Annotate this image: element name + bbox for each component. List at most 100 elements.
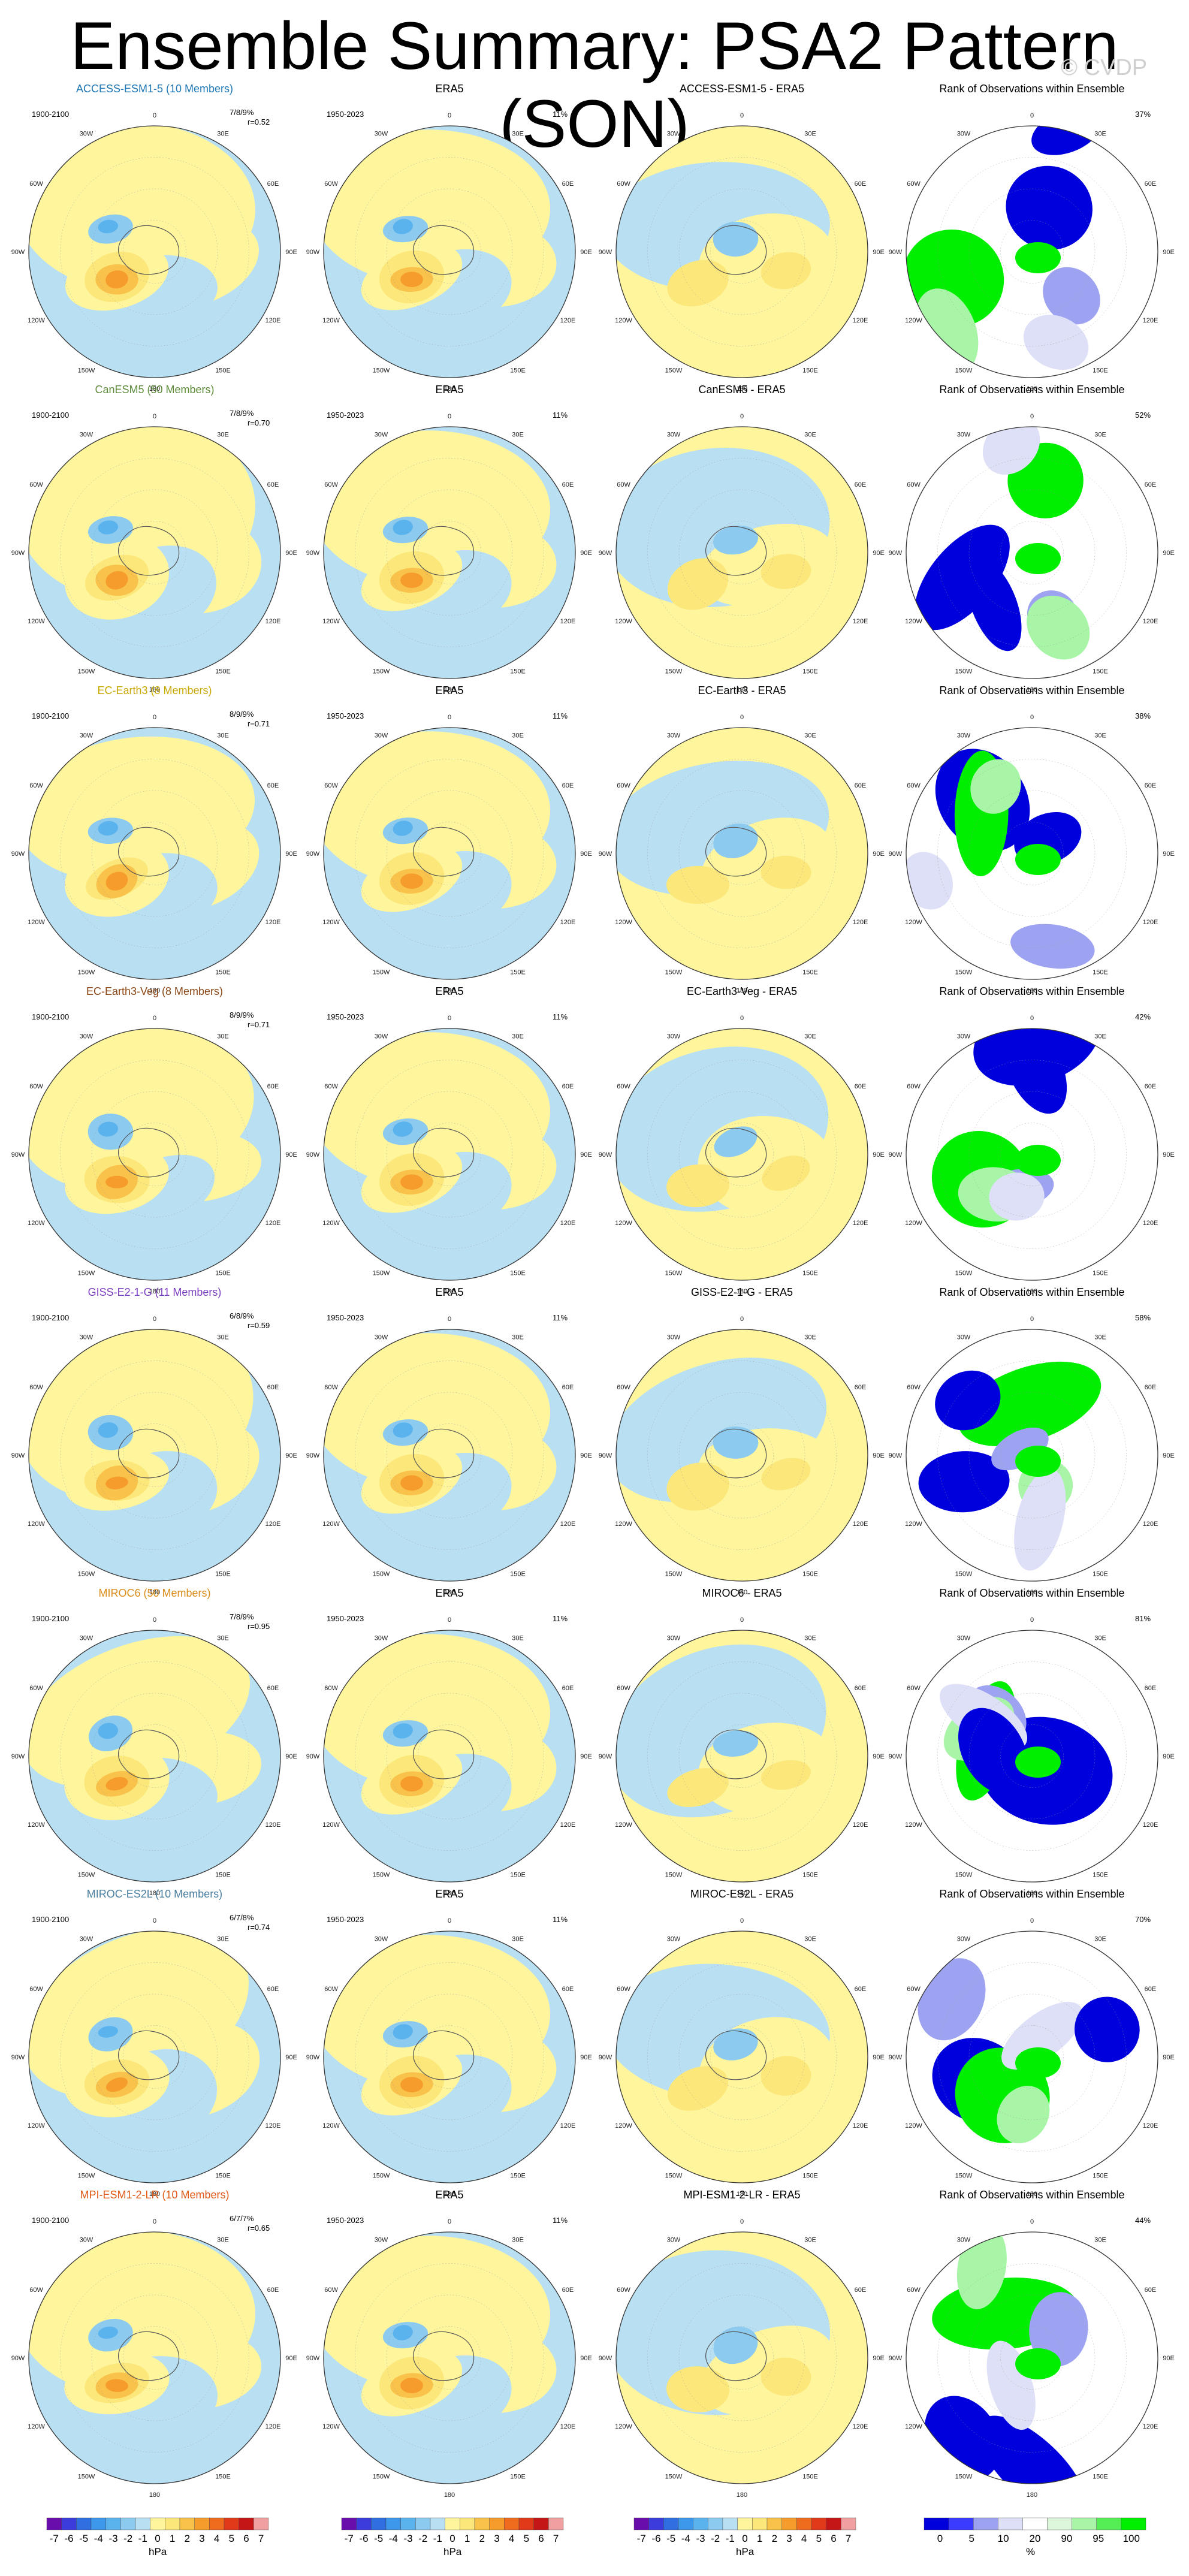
model-correlation: r=0.52 [248, 117, 270, 126]
longitude-label: 120W [322, 2122, 340, 2129]
contour-region [393, 2325, 413, 2340]
longitude-label: 180 [1027, 2491, 1037, 2499]
rank-title: Rank of Observations within Ensemble [939, 985, 1125, 997]
colorbar-tick: 20 [1029, 2533, 1041, 2544]
longitude-label: 90W [889, 1452, 903, 1459]
longitude-label: 90W [889, 1753, 903, 1760]
longitude-label: 60E [267, 180, 279, 188]
contour-region [400, 572, 423, 589]
longitude-label: 0 [153, 2218, 156, 2225]
longitude-label: 30W [667, 1334, 681, 1341]
rank-percent: 70% [1135, 1915, 1151, 1924]
antarctica-coastline [413, 225, 475, 275]
longitude-label: 180 [444, 2491, 455, 2499]
obs-map: 0 30E 60E 90E 120E 150E 180 150W 120W 90W 60W 30W [306, 413, 592, 693]
longitude-label: 90E [580, 2355, 592, 2362]
antarctica-coastline [118, 1127, 180, 1178]
longitude-label: 90E [873, 249, 885, 256]
longitude-label: 60W [617, 1384, 630, 1391]
contour-region [761, 2357, 811, 2396]
longitude-label: 180 [1027, 987, 1037, 994]
model-score: 8/9/9% [230, 710, 254, 719]
longitude-label: 120W [28, 2423, 45, 2430]
model-score: 8/9/9% [230, 1011, 254, 1019]
model-map: 0 30E 60E 90E 120E 150E 180 150W 120W 90W 60W 30W [11, 1917, 297, 2198]
longitude-label: 180 [149, 987, 160, 994]
colorbar-tick: -6 [359, 2533, 369, 2544]
longitude-label: 60E [1145, 1384, 1157, 1391]
obs-title: ERA5 [435, 2189, 464, 2201]
longitude-label: 90E [873, 2054, 885, 2061]
contour-region [400, 272, 423, 288]
longitude-label: 120W [322, 317, 340, 324]
model-correlation: r=0.70 [248, 418, 270, 427]
colorbar-tick: 7 [553, 2533, 559, 2544]
longitude-label: 90E [873, 550, 885, 557]
model-score: 7/8/9% [230, 1612, 254, 1621]
longitude-label: 180 [737, 1890, 747, 1897]
longitude-label: 90W [306, 850, 320, 858]
longitude-label: 150E [510, 1871, 526, 1878]
colorbar-tick: 7 [845, 2533, 852, 2544]
longitude-label: 120E [560, 1821, 576, 1829]
contour-region [400, 2077, 423, 2093]
longitude-label: 120E [1143, 317, 1158, 324]
diff-title: MIROC-ES2L - ERA5 [690, 1888, 794, 1900]
longitude-label: 60E [562, 782, 574, 789]
longitude-label: 90W [599, 1753, 612, 1760]
model-period: 1900-2100 [32, 1915, 70, 1924]
diff-map: 0 30E 60E 90E 120E 150E 180 150W 120W 90W 60W 30W [599, 1015, 885, 1295]
longitude-label: 120W [28, 1220, 45, 1227]
colorbar-tick: -5 [79, 2533, 89, 2544]
longitude-label: 0 [448, 714, 451, 721]
colorbar-swatch [179, 2517, 195, 2530]
longitude-label: 0 [740, 1015, 744, 1022]
longitude-label: 60E [855, 180, 867, 188]
longitude-label: 120W [28, 2122, 45, 2129]
longitude-label: 150E [1093, 1570, 1108, 1577]
longitude-label: 150E [1093, 1269, 1108, 1277]
map-border [615, 1028, 868, 1281]
hpa-colorbar: -7 -6 -5 -4 -3 -2 -1 0 1 2 3 4 5 6 7 hPa [339, 2517, 566, 2571]
colorbar-tick: -4 [93, 2533, 103, 2544]
colorbar-swatch [504, 2517, 520, 2530]
longitude-label: 120E [560, 2423, 576, 2430]
colorbar-tick: -4 [388, 2533, 398, 2544]
colorbar-swatch [400, 2517, 416, 2530]
longitude-label: 150E [215, 2473, 231, 2480]
longitude-label: 90E [285, 1151, 297, 1159]
colorbar-swatch [766, 2517, 782, 2530]
colorbar-swatch [811, 2517, 826, 2530]
model-period: 1900-2100 [32, 1614, 70, 1623]
longitude-label: 0 [740, 2218, 744, 2225]
longitude-label: 0 [1030, 1917, 1034, 1925]
longitude-label: 90E [580, 2054, 592, 2061]
longitude-label: 120W [322, 1821, 340, 1829]
antarctica-coastline [413, 2030, 475, 2080]
diff-map: 0 30E 60E 90E 120E 150E 180 150W 120W 90W 60W 30W [599, 2218, 885, 2499]
contour-region [713, 2028, 758, 2061]
antarctica-coastline [413, 827, 475, 877]
longitude-label: 0 [153, 413, 156, 420]
colorbar-swatch [474, 2517, 490, 2530]
colorbar-tick: 4 [801, 2533, 807, 2544]
colorbar-tick: -5 [666, 2533, 676, 2544]
contour-region [761, 1458, 811, 1491]
rank-map: 0 30E 60E 90E 120E 150E 180 150W 120W 90W 60W 30W [889, 1015, 1175, 1295]
longitude-label: 150E [510, 2473, 526, 2480]
longitude-label: 90W [306, 1753, 320, 1760]
colorbar-tick: -2 [418, 2533, 428, 2544]
longitude-label: 90E [285, 850, 297, 858]
antarctica-coastline [705, 225, 767, 275]
rank-region [1015, 844, 1061, 875]
model-period: 1900-2100 [32, 110, 70, 119]
longitude-label: 150W [955, 1871, 973, 1878]
antarctica-coastline [118, 1729, 180, 1779]
longitude-label: 120W [28, 618, 45, 625]
longitude-label: 180 [1027, 385, 1037, 393]
contour-region [400, 2378, 423, 2394]
model-score: 7/8/9% [230, 108, 254, 117]
model-period: 1900-2100 [32, 1012, 70, 1021]
rank-region [1015, 1145, 1061, 1176]
longitude-label: 150W [373, 1570, 390, 1577]
